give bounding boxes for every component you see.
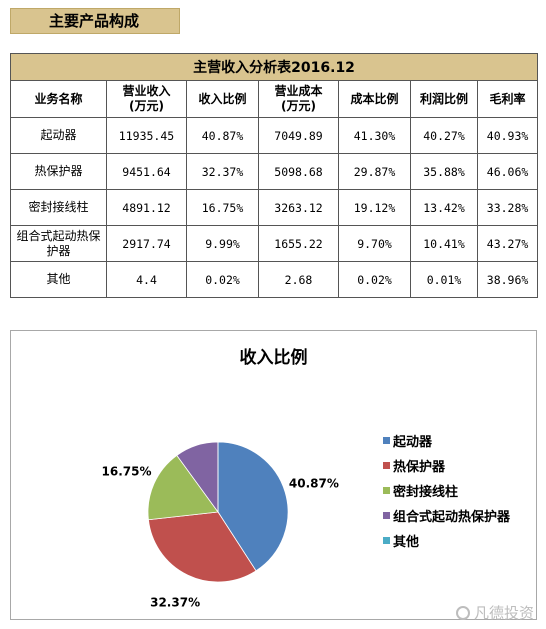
chart-title: 收入比例 <box>239 348 308 368</box>
legend-swatch <box>383 487 390 494</box>
table-cell: 33.28% <box>476 189 539 226</box>
column-header: 营业成本 (万元) <box>258 80 339 118</box>
table-cell: 9.99% <box>186 225 259 262</box>
column-header: 收入比例 <box>186 80 259 118</box>
table-cell: 10.41% <box>410 225 478 262</box>
table-cell: 9451.64 <box>106 153 187 190</box>
legend-label: 其他 <box>393 535 420 550</box>
column-header: 业务名称 <box>10 80 107 118</box>
pie-data-label: 40.87% <box>289 477 339 491</box>
table-cell: 7049.89 <box>258 117 339 154</box>
table-row: 组合式起动热保护器 2917.74 9.99% 1655.22 9.70% 10.41% 4… <box>10 225 539 262</box>
table-cell: 40.93% <box>476 117 539 154</box>
table-title-row: 主营收入分析表2016.12 <box>9 53 539 81</box>
table-cell: 0.02% <box>338 261 411 298</box>
legend-swatch <box>383 512 390 519</box>
pie-data-label: 32.37% <box>150 595 200 609</box>
table-cell: 29.87% <box>338 153 411 190</box>
column-header: 毛利率 <box>476 80 539 118</box>
watermark-text: 凡德投资 <box>473 604 534 622</box>
legend-item: 热保护器 <box>383 453 510 478</box>
table-cell: 35.88% <box>410 153 478 190</box>
legend-label: 热保护器 <box>393 460 446 475</box>
table-cell: 41.30% <box>338 117 411 154</box>
pie-chart-panel: 收入比例 40.87% 32.37% 16.75% 起动器热保护器密封接线柱组合式起… <box>10 330 537 620</box>
table-cell: 38.96% <box>476 261 539 298</box>
chart-legend: 起动器热保护器密封接线柱组合式起动热保护器 其他 <box>383 428 510 553</box>
business-name-cell: 密封接线柱 <box>10 189 107 226</box>
table-cell: 9.70% <box>338 225 411 262</box>
business-name-cell: 起动器 <box>10 117 107 154</box>
table-cell: 2917.74 <box>106 225 187 262</box>
table-row: 其他 4.4 0.02% 2.68 0.02% 0.01% 38.96% <box>10 261 539 298</box>
section-title: 主要产品构成 <box>10 8 180 34</box>
table-cell: 0.01% <box>410 261 478 298</box>
watermark: 凡德投资 <box>455 602 534 623</box>
table-cell: 16.75% <box>186 189 259 226</box>
table-title: 主营收入分析表2016.12 <box>9 53 539 81</box>
legend-label: 起动器 <box>393 435 433 450</box>
table-cell: 3263.12 <box>258 189 339 226</box>
table-cell: 0.02% <box>186 261 259 298</box>
legend-item: 其他 <box>383 528 510 553</box>
table-cell: 5098.68 <box>258 153 339 190</box>
business-name-cell: 其他 <box>10 261 107 298</box>
table-cell: 32.37% <box>186 153 259 190</box>
column-header: 营业收入 (万元) <box>106 80 187 118</box>
legend-label: 密封接线柱 <box>393 485 459 500</box>
revenue-table: 主营收入分析表2016.12 业务名称 营业收入 (万元) 收入比例 营业成本 (万元) 成… <box>9 53 539 298</box>
table-row: 热保护器 9451.64 32.37% 5098.68 29.87% 35.88% 46.0… <box>10 153 539 190</box>
legend-swatch <box>383 437 390 444</box>
pie-slice <box>147 511 257 583</box>
legend-swatch <box>383 537 390 544</box>
table-cell: 40.27% <box>410 117 478 154</box>
table-cell: 43.27% <box>476 225 539 262</box>
table-cell: 4891.12 <box>106 189 187 226</box>
column-header: 成本比例 <box>338 80 411 118</box>
legend-item: 起动器 <box>383 428 510 453</box>
weibo-logo-icon <box>455 605 470 620</box>
column-header: 利润比例 <box>410 80 478 118</box>
table-cell: 4.4 <box>106 261 187 298</box>
legend-item: 组合式起动热保护器 <box>383 503 510 528</box>
table-header-row: 业务名称 营业收入 (万元) 收入比例 营业成本 (万元) 成本比例 利润比例 毛利率 <box>10 80 539 118</box>
table-row: 起动器 11935.45 40.87% 7049.89 41.30% 40.27% 40.9… <box>10 117 539 154</box>
pie-chart: 40.87% 32.37% 16.75% <box>102 441 339 609</box>
legend-item: 密封接线柱 <box>383 478 510 503</box>
table-cell: 19.12% <box>338 189 411 226</box>
table-cell: 46.06% <box>476 153 539 190</box>
legend-swatch <box>383 462 390 469</box>
table-cell: 40.87% <box>186 117 259 154</box>
table-cell: 1655.22 <box>258 225 339 262</box>
business-name-cell: 组合式起动热保护器 <box>10 225 107 262</box>
business-name-cell: 热保护器 <box>10 153 107 190</box>
pie-slice <box>147 454 219 521</box>
table-cell: 13.42% <box>410 189 478 226</box>
table-row: 密封接线柱 4891.12 16.75% 3263.12 19.12% 13.42% 33.… <box>10 189 539 226</box>
legend-label: 组合式起动热保护器 <box>393 510 511 525</box>
table-cell: 2.68 <box>258 261 339 298</box>
pie-data-label: 16.75% <box>102 465 152 479</box>
table-cell: 11935.45 <box>106 117 187 154</box>
